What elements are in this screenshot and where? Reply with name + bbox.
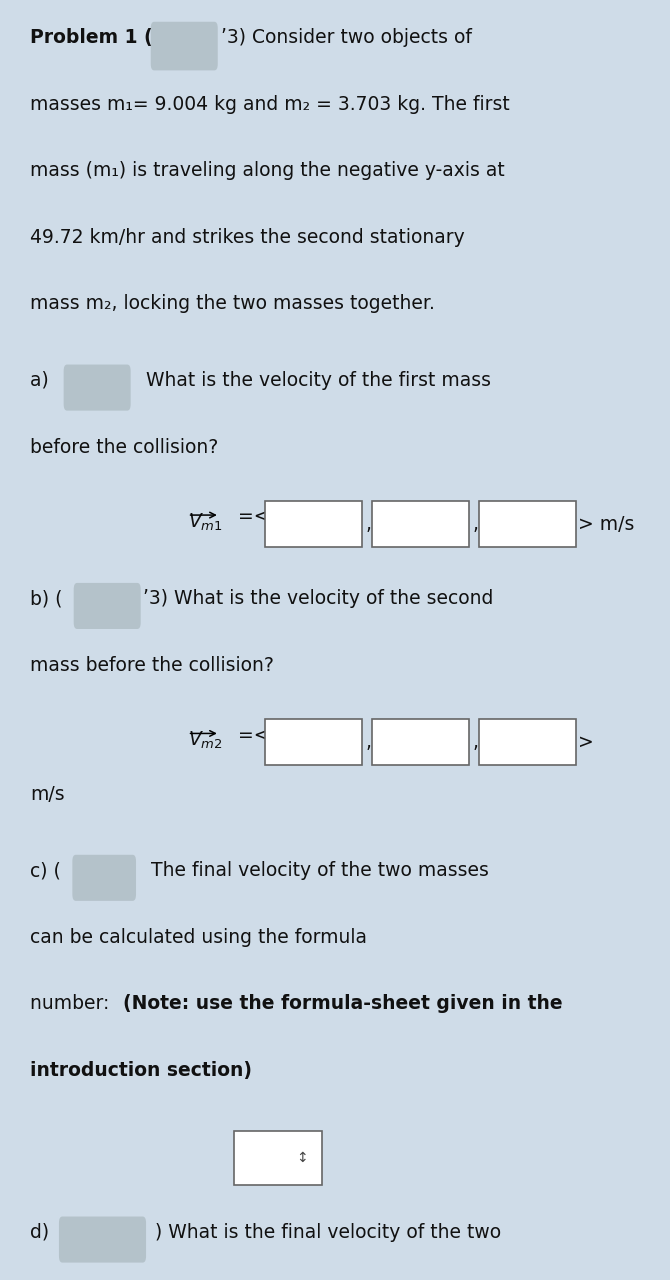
- Text: ʼ3) What is the velocity of the second: ʼ3) What is the velocity of the second: [143, 589, 493, 608]
- FancyBboxPatch shape: [265, 500, 362, 547]
- Text: ʼ3) Consider two objects of: ʼ3) Consider two objects of: [221, 28, 472, 47]
- Text: mass before the collision?: mass before the collision?: [30, 655, 274, 675]
- Text: a): a): [30, 371, 55, 390]
- FancyBboxPatch shape: [372, 719, 469, 765]
- Text: number:: number:: [30, 995, 115, 1014]
- Text: =<: =<: [238, 726, 269, 745]
- Text: > m/s: > m/s: [578, 515, 634, 534]
- Text: can be calculated using the formula: can be calculated using the formula: [30, 928, 367, 947]
- Text: =<: =<: [238, 507, 269, 526]
- Text: introduction section): introduction section): [30, 1061, 252, 1080]
- Text: What is the velocity of the first mass: What is the velocity of the first mass: [134, 371, 491, 390]
- Text: ,: ,: [365, 515, 371, 534]
- FancyBboxPatch shape: [265, 719, 362, 765]
- Text: b) (: b) (: [30, 589, 63, 608]
- Text: (Note: use the formula-sheet given in the: (Note: use the formula-sheet given in th…: [123, 995, 562, 1014]
- FancyBboxPatch shape: [479, 719, 576, 765]
- Text: 49.72 km/hr and strikes the second stationary: 49.72 km/hr and strikes the second stati…: [30, 228, 465, 247]
- Text: mass m₂, locking the two masses together.: mass m₂, locking the two masses together…: [30, 294, 435, 314]
- FancyBboxPatch shape: [234, 1130, 322, 1184]
- Text: before the collision?: before the collision?: [30, 438, 218, 457]
- Text: ,: ,: [472, 515, 478, 534]
- FancyBboxPatch shape: [372, 500, 469, 547]
- Text: mass (m₁) is traveling along the negative y-axis at: mass (m₁) is traveling along the negativ…: [30, 161, 505, 180]
- FancyBboxPatch shape: [59, 1216, 146, 1262]
- FancyBboxPatch shape: [64, 365, 131, 411]
- Text: ) What is the final velocity of the two: ) What is the final velocity of the two: [149, 1222, 502, 1242]
- Text: ,: ,: [365, 733, 371, 751]
- FancyBboxPatch shape: [479, 500, 576, 547]
- Text: d): d): [30, 1222, 55, 1242]
- Text: ↕: ↕: [297, 1151, 308, 1165]
- FancyBboxPatch shape: [74, 582, 141, 628]
- Text: >: >: [578, 733, 594, 751]
- Text: ,: ,: [472, 733, 478, 751]
- Text: The final velocity of the two masses: The final velocity of the two masses: [139, 861, 488, 881]
- Text: m/s: m/s: [30, 785, 65, 804]
- Text: c) (: c) (: [30, 861, 61, 881]
- FancyBboxPatch shape: [151, 22, 218, 70]
- Text: Problem 1 (: Problem 1 (: [30, 28, 153, 47]
- FancyBboxPatch shape: [72, 855, 136, 901]
- Text: $V_{m1}$: $V_{m1}$: [188, 511, 222, 532]
- Text: masses m₁= 9.004 kg and m₂ = 3.703 kg. The first: masses m₁= 9.004 kg and m₂ = 3.703 kg. T…: [30, 95, 510, 114]
- Text: $V_{m2}$: $V_{m2}$: [188, 730, 222, 751]
